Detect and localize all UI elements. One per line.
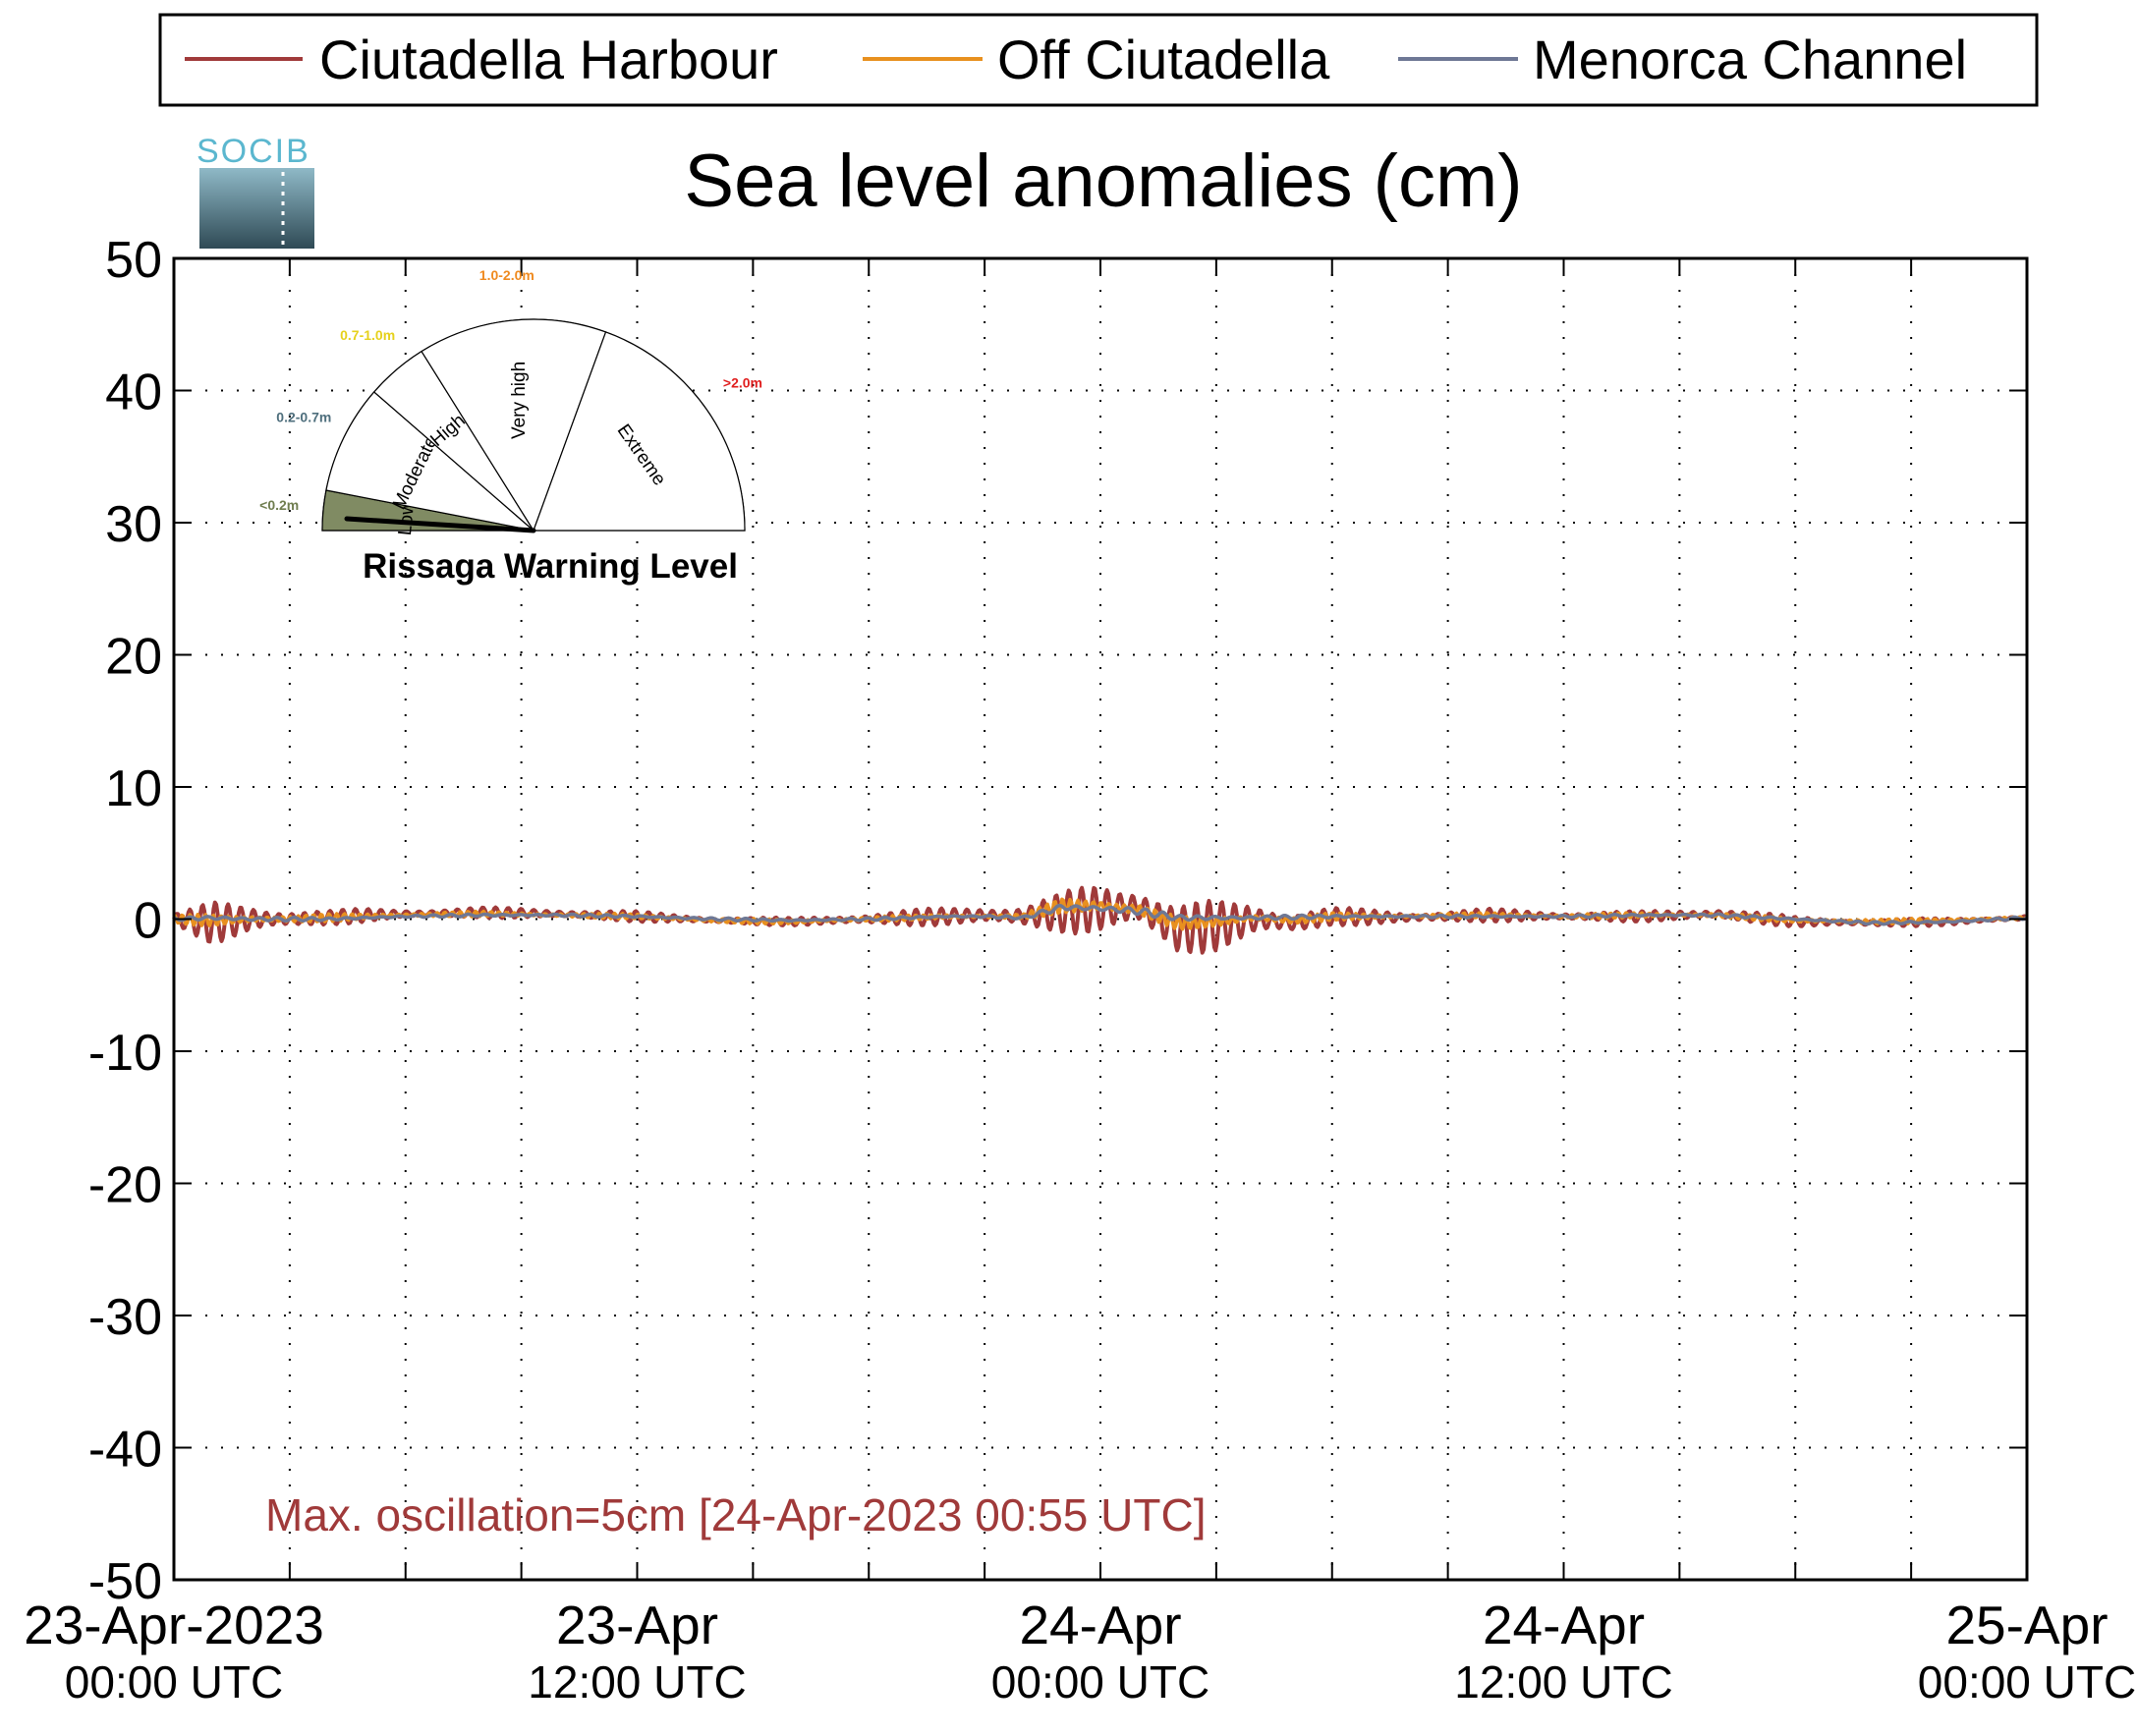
max-oscillation-annotation: Max. oscillation=5cm [24-Apr-2023 00:55 …: [265, 1489, 1207, 1540]
gauge-sector-extreme: [533, 331, 746, 532]
y-tick-label: 30: [105, 496, 162, 553]
x-tick-label-date: 23-Apr: [556, 1595, 718, 1655]
y-axis-tick-labels: 50 40 30 20 10 0 -10 -20 -30 -40 -50: [88, 232, 162, 1610]
x-tick-label-date: 23-Apr-2023: [24, 1595, 324, 1655]
series-line-menorca-channel: [173, 903, 2028, 926]
x-tick-label-time: 00:00 UTC: [991, 1656, 1209, 1708]
gauge-sector-very-high: [421, 318, 607, 532]
socib-logo: SOCIB: [197, 133, 314, 249]
y-tick-label: -10: [88, 1025, 162, 1082]
chart-title: Sea level anomalies (cm): [684, 140, 1522, 223]
x-tick-label-time: 00:00 UTC: [1918, 1656, 2136, 1708]
y-tick-label: -50: [88, 1553, 162, 1610]
x-tick-label-date: 24-Apr: [1483, 1595, 1645, 1655]
x-tick-label-date: 25-Apr: [1945, 1595, 2108, 1655]
legend-label-off-ciutadella: Off Ciutadella: [997, 28, 1330, 90]
x-tick-label-time: 12:00 UTC: [1454, 1656, 1672, 1708]
legend-label-menorca-channel: Menorca Channel: [1533, 28, 1967, 90]
gauge-sector-moderate: [325, 391, 536, 532]
gauge-range-label: 0.2-0.7m: [276, 410, 331, 425]
y-tick-label: 40: [105, 364, 162, 421]
socib-logo-mark: [199, 168, 314, 249]
x-tick-label-time: 00:00 UTC: [65, 1656, 283, 1708]
rissaga-warning-title: Rissaga Warning Level: [363, 547, 738, 586]
series-layer: [172, 885, 2029, 955]
y-tick-label: 10: [105, 760, 162, 817]
gauge-sector-label: Very high: [509, 362, 530, 439]
gauge-range-label: <0.2m: [259, 497, 299, 513]
y-tick-label: -40: [88, 1422, 162, 1479]
legend-box: [158, 13, 2039, 107]
x-tick-label-time: 12:00 UTC: [528, 1656, 746, 1708]
chart-legend: Ciutadella Harbour Off Ciutadella Menorc…: [158, 13, 2039, 107]
x-tick-label-date: 24-Apr: [1019, 1595, 1181, 1655]
y-tick-label: 0: [134, 893, 162, 950]
gauge-needle: [344, 516, 536, 533]
axis-ticks: [174, 258, 2027, 1580]
gauge-range-label: >2.0m: [723, 375, 762, 391]
socib-logo-text: SOCIB: [197, 133, 310, 170]
y-tick-label: -30: [88, 1289, 162, 1346]
series-line-ciutadella-harbour: [172, 885, 2029, 955]
gauge-range-label: 0.7-1.0m: [340, 327, 395, 343]
y-tick-label: -20: [88, 1157, 162, 1214]
y-tick-label: 20: [105, 629, 162, 686]
gauge-range-label: 1.0-2.0m: [479, 267, 534, 283]
y-tick-label: 50: [105, 232, 162, 289]
legend-label-ciutadella-harbour: Ciutadella Harbour: [319, 28, 778, 90]
